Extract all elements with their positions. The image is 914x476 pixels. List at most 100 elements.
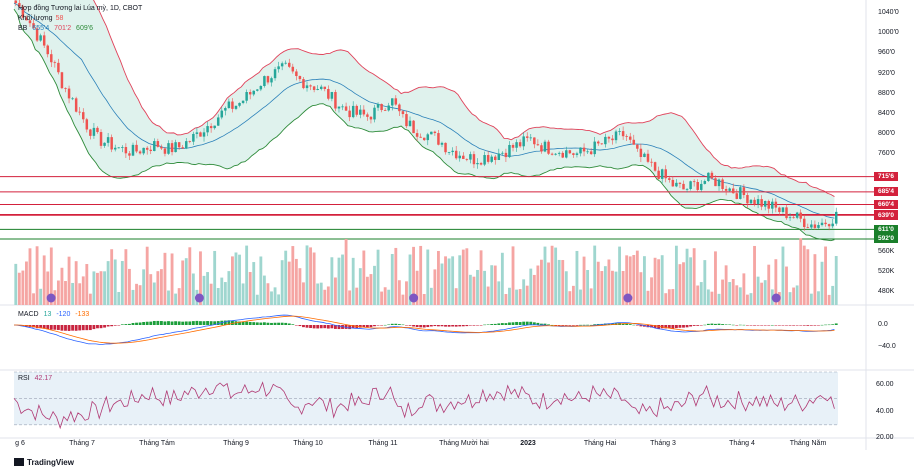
volume-bar <box>817 291 820 305</box>
candle-body <box>781 207 785 212</box>
macd-histogram-bar <box>64 325 67 331</box>
volume-bar <box>32 293 35 305</box>
macd-histogram-bar <box>493 323 497 325</box>
volume-bar <box>635 250 639 305</box>
volume-bar <box>486 286 490 305</box>
candle-body <box>99 132 103 146</box>
volume-bar <box>461 249 465 305</box>
candle-body <box>366 114 369 117</box>
volume-bar <box>270 291 273 305</box>
volume-bar <box>309 247 312 305</box>
macd-histogram-bar <box>408 325 412 326</box>
candle-body <box>14 0 18 4</box>
candle-body <box>522 136 525 147</box>
candle-body <box>252 90 255 95</box>
candle-body <box>447 152 451 153</box>
volume-bar <box>692 248 696 305</box>
candle-body <box>636 144 639 149</box>
volume-bar <box>152 282 156 305</box>
macd-histogram-bar <box>273 322 277 325</box>
macd-histogram-bar <box>110 325 114 327</box>
volume-bar <box>760 282 764 305</box>
volume-bar <box>223 282 227 305</box>
macd-histogram-bar <box>767 325 771 326</box>
macd-histogram-bar <box>536 322 540 325</box>
macd-histogram-bar <box>753 325 756 326</box>
candle-body <box>806 227 810 228</box>
volume-bar <box>738 287 742 305</box>
rsi-line <box>13 381 835 430</box>
volume-bar <box>81 276 85 305</box>
candle-body <box>462 155 465 159</box>
volume-bar <box>305 245 309 305</box>
volume-bar <box>241 283 245 305</box>
macd-signal-value: -133 <box>75 311 90 318</box>
volume-bar <box>174 293 178 305</box>
candle-body <box>639 148 643 157</box>
candle-body <box>717 179 721 187</box>
volume-bar <box>348 290 352 305</box>
rsi-label[interactable]: RSI <box>18 375 30 382</box>
candle-body <box>103 142 106 146</box>
candle-body <box>575 153 579 155</box>
candle-body <box>117 147 121 149</box>
volume-label[interactable]: Khối lượng <box>18 15 53 22</box>
volume-bar <box>326 286 330 305</box>
candle-body <box>25 17 28 21</box>
candle-body <box>611 138 614 141</box>
symbol-title[interactable]: Hợp đồng Tương lai Lúa mỳ, 1D, CBOT <box>18 5 143 12</box>
macd-histogram-bar <box>326 325 330 329</box>
macd-histogram-bar <box>792 325 796 326</box>
macd-histogram-bar <box>554 325 558 326</box>
x-axis-label-1: Tháng 7 <box>69 440 95 447</box>
candle-body <box>803 218 806 228</box>
volume-tick-2: 480K <box>878 288 895 295</box>
volume-bar <box>753 245 756 305</box>
candle-body <box>625 136 628 137</box>
candle-body <box>185 141 188 149</box>
candle-body <box>35 28 39 41</box>
candle-body <box>153 141 156 152</box>
macd-histogram-bar <box>437 325 440 327</box>
volume-bar <box>117 292 121 305</box>
macd-histogram-bar <box>156 320 160 325</box>
macd-histogram-bar <box>216 321 220 325</box>
volume-tick-1: 520K <box>878 268 895 275</box>
macd-histogram-bar <box>365 325 369 328</box>
volume-bar <box>337 257 341 305</box>
candle-body <box>280 63 284 67</box>
volume-bar <box>554 247 558 305</box>
bb-label[interactable]: BB <box>18 25 28 32</box>
volume-bar <box>756 276 760 305</box>
macd-histogram-bar <box>39 325 43 329</box>
candle-body <box>398 104 401 112</box>
candle-body <box>231 101 234 109</box>
level-tag-1: 685'4 <box>874 187 898 197</box>
candle-body <box>71 98 74 100</box>
volume-bar <box>589 288 593 305</box>
x-axis-label-0: g 6 <box>15 440 25 447</box>
macd-histogram-bar <box>692 325 696 326</box>
candle-body <box>295 71 298 77</box>
macd-histogram-bar <box>468 325 472 326</box>
candle-body <box>394 98 398 105</box>
x-axis-label-9: Tháng 3 <box>650 440 676 447</box>
macd-histogram-bar <box>390 323 394 325</box>
macd-histogram-bar <box>500 323 504 325</box>
volume-bar <box>632 255 636 305</box>
volume-bar <box>806 249 810 305</box>
macd-histogram-bar <box>419 325 423 328</box>
macd-histogram-bar <box>131 322 135 325</box>
tradingview-logo[interactable]: TradingView <box>14 458 74 467</box>
volume-bar <box>412 246 415 305</box>
candle-body <box>181 147 184 149</box>
macd-histogram-bar <box>334 325 337 329</box>
macd-histogram-bar <box>632 324 636 326</box>
macd-label[interactable]: MACD <box>18 311 39 318</box>
candle-body <box>508 144 511 158</box>
candle-body <box>721 179 724 189</box>
volume-bar <box>472 276 476 305</box>
volume-bar <box>746 294 749 305</box>
volume-bar <box>685 248 689 305</box>
macd-histogram-bar <box>380 325 384 326</box>
